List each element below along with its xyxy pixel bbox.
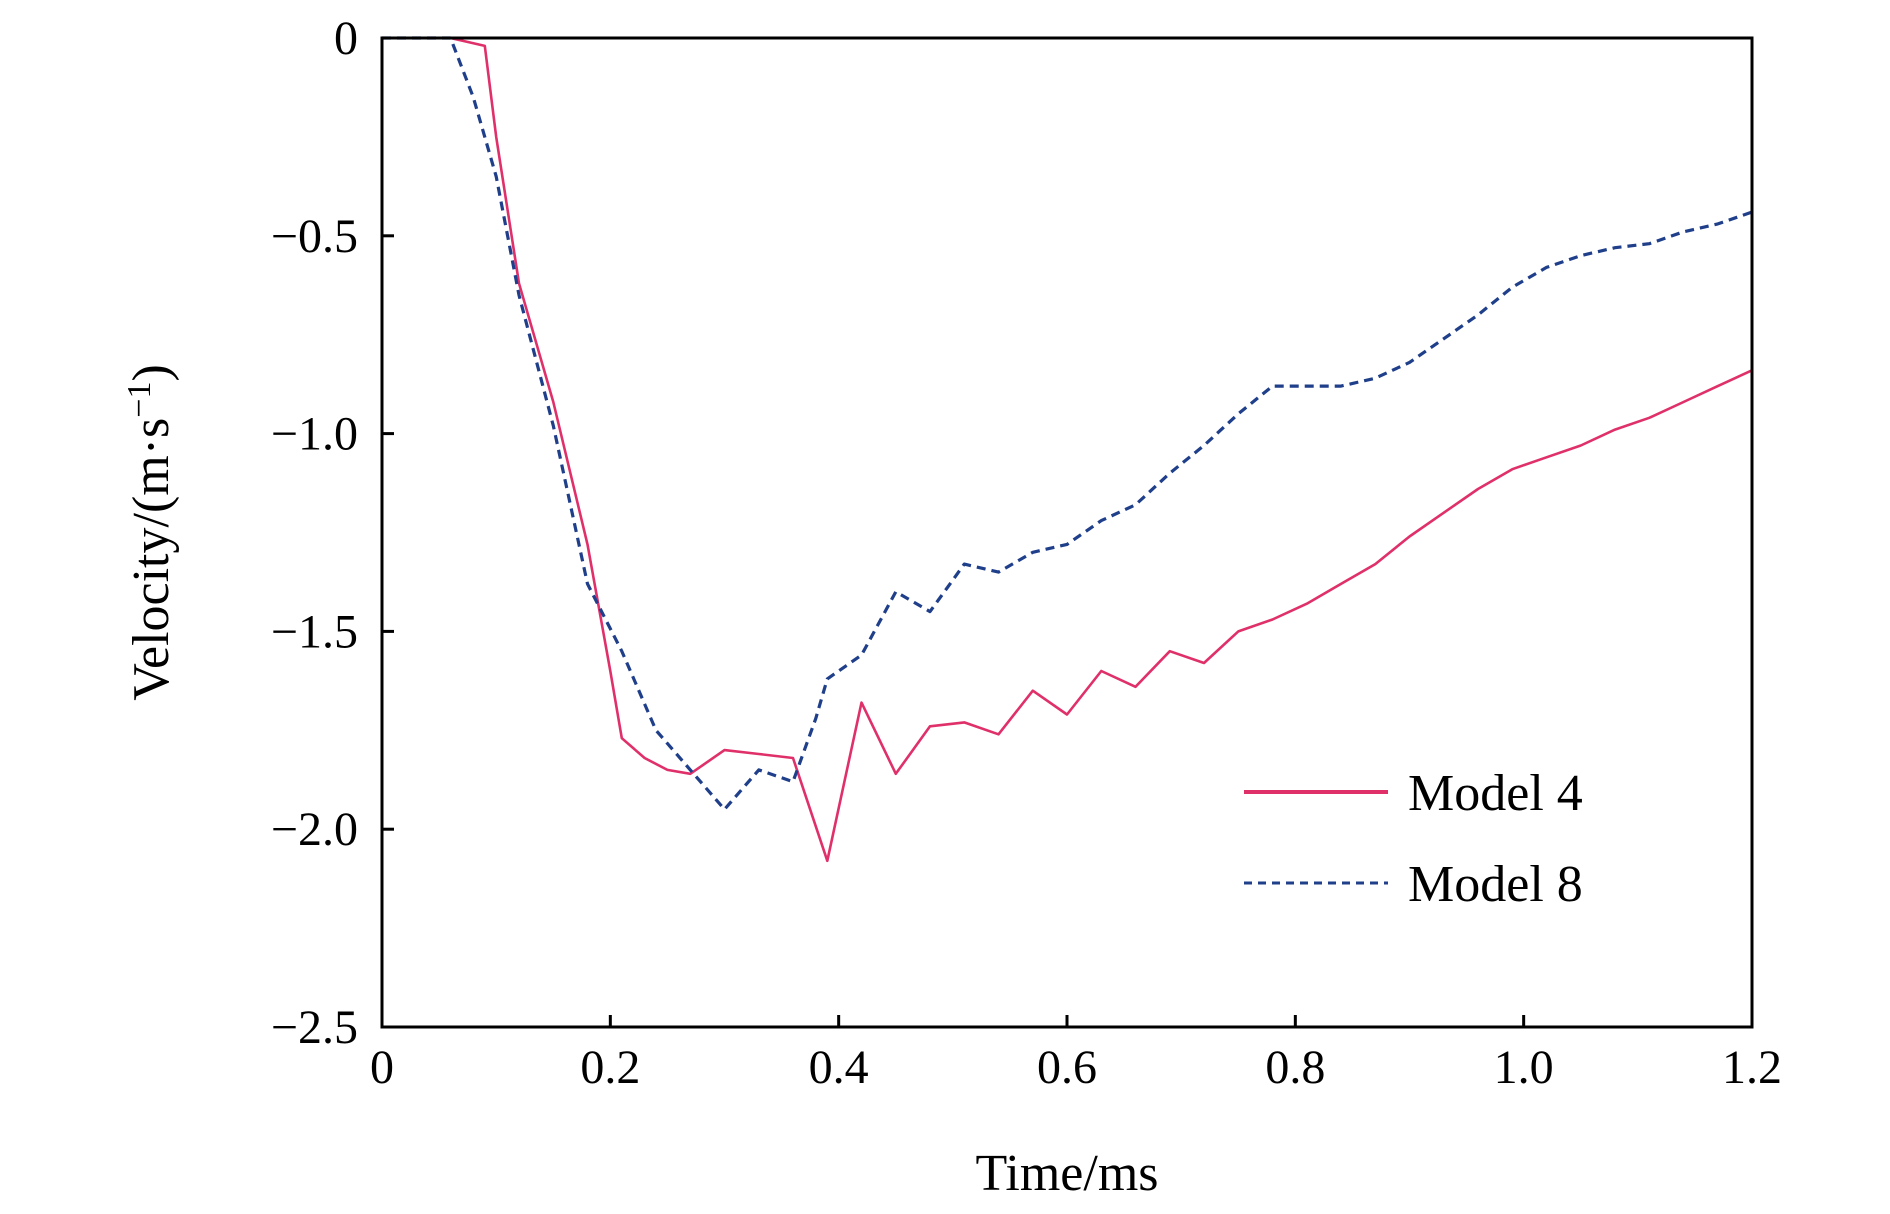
legend: Model 4 Model 8 [1244,765,1583,913]
x-tick-label: 0.4 [809,1041,869,1094]
y-tick-label: −1.5 [271,605,358,658]
y-axis-title: Velocity/(m·s−1) [121,364,181,701]
y-axis-title-base: Velocity/(m·s [123,418,180,701]
x-tick-label: 0.6 [1037,1041,1097,1094]
x-tick-label: 1.0 [1494,1041,1554,1094]
x-tick-label: 0.8 [1265,1041,1325,1094]
y-axis-title-close: ) [123,364,180,381]
x-axis-ticks: 0 0.2 0.4 0.6 0.8 1.0 1.2 [370,1015,1782,1094]
y-axis-title-superscript: −1 [121,382,158,418]
y-axis-ticks: 0 −0.5 −1.0 −1.5 −2.0 −2.5 [271,12,394,1054]
y-tick-label: −1.0 [271,408,358,461]
x-tick-label: 0 [370,1041,394,1094]
series-line-model-4 [382,36,1753,863]
legend-label: Model 4 [1408,765,1583,822]
series-line-model-8 [382,36,1753,812]
series-layer [382,36,1753,863]
y-tick-label: −2.5 [271,1001,358,1054]
y-tick-label: 0 [334,12,358,65]
legend-label: Model 8 [1408,856,1583,913]
y-tick-label: −0.5 [271,210,358,263]
y-tick-label: −2.0 [271,803,358,856]
x-tick-label: 1.2 [1722,1041,1782,1094]
x-axis-title: Time/ms [975,1145,1158,1202]
x-tick-label: 0.2 [580,1041,640,1094]
